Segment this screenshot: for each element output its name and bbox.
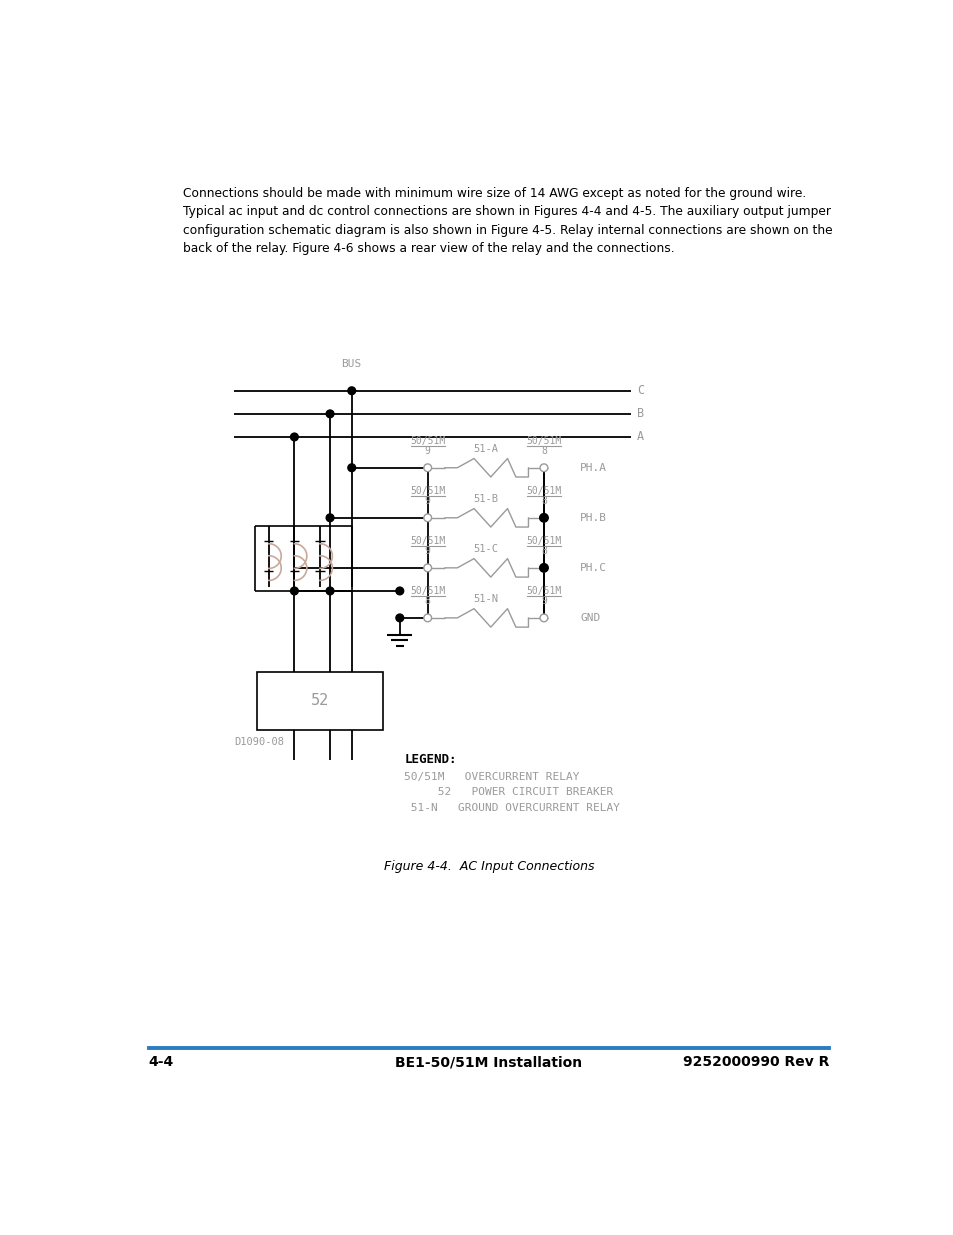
- Text: 50/51M: 50/51M: [410, 536, 445, 546]
- Circle shape: [291, 587, 298, 595]
- Text: A: A: [637, 431, 643, 443]
- Text: 50/51M: 50/51M: [410, 436, 445, 446]
- Text: PH.B: PH.B: [579, 513, 607, 522]
- Circle shape: [539, 514, 547, 521]
- Text: 51-B: 51-B: [473, 494, 497, 504]
- Circle shape: [326, 410, 334, 417]
- Circle shape: [326, 587, 334, 595]
- Text: 50/51M: 50/51M: [410, 587, 445, 597]
- Circle shape: [291, 433, 298, 441]
- Text: LEGEND:: LEGEND:: [404, 752, 456, 766]
- Circle shape: [539, 464, 547, 472]
- Circle shape: [423, 614, 431, 621]
- Circle shape: [348, 464, 355, 472]
- Text: D1090-08: D1090-08: [233, 737, 284, 747]
- Text: 52: 52: [311, 693, 329, 708]
- Text: 51-A: 51-A: [473, 443, 497, 454]
- Text: 9252000990 Rev R: 9252000990 Rev R: [682, 1055, 828, 1070]
- Text: 9: 9: [424, 446, 430, 456]
- Text: 4-4: 4-4: [149, 1055, 173, 1070]
- Circle shape: [539, 564, 547, 572]
- Circle shape: [326, 514, 334, 521]
- Text: 50/51M: 50/51M: [526, 487, 561, 496]
- Circle shape: [395, 587, 403, 595]
- Circle shape: [423, 464, 431, 472]
- Text: 8: 8: [424, 597, 430, 606]
- Text: 50/51M   OVERCURRENT RELAY: 50/51M OVERCURRENT RELAY: [404, 772, 579, 782]
- Text: 8: 8: [540, 446, 546, 456]
- Text: PH.A: PH.A: [579, 463, 607, 473]
- Text: Figure 4-4.  AC Input Connections: Figure 4-4. AC Input Connections: [383, 861, 594, 873]
- Text: 9: 9: [540, 597, 546, 606]
- Text: C: C: [637, 384, 643, 398]
- Text: 8: 8: [540, 496, 546, 506]
- Text: 50/51M: 50/51M: [526, 436, 561, 446]
- Text: PH.C: PH.C: [579, 563, 607, 573]
- Text: 51-N   GROUND OVERCURRENT RELAY: 51-N GROUND OVERCURRENT RELAY: [404, 803, 619, 813]
- Text: B: B: [637, 408, 643, 420]
- Text: 9: 9: [424, 546, 430, 556]
- Circle shape: [423, 564, 431, 572]
- Text: 50/51M: 50/51M: [526, 536, 561, 546]
- Circle shape: [423, 514, 431, 521]
- Text: 50/51M: 50/51M: [526, 587, 561, 597]
- Text: GND: GND: [579, 613, 600, 622]
- Text: 9: 9: [424, 496, 430, 506]
- Text: Connections should be made with minimum wire size of 14 AWG except as noted for : Connections should be made with minimum …: [183, 186, 832, 256]
- Bar: [257, 672, 382, 730]
- Text: 51-C: 51-C: [473, 543, 497, 555]
- Circle shape: [539, 514, 548, 522]
- Circle shape: [348, 387, 355, 395]
- Circle shape: [539, 563, 548, 572]
- Text: 51-N: 51-N: [473, 594, 497, 604]
- Text: 52   POWER CIRCUIT BREAKER: 52 POWER CIRCUIT BREAKER: [404, 787, 613, 798]
- Text: BUS: BUS: [341, 359, 361, 369]
- Text: BE1-50/51M Installation: BE1-50/51M Installation: [395, 1055, 582, 1070]
- Circle shape: [395, 614, 403, 621]
- Text: 50/51M: 50/51M: [410, 487, 445, 496]
- Text: 8: 8: [540, 546, 546, 556]
- Circle shape: [539, 614, 547, 621]
